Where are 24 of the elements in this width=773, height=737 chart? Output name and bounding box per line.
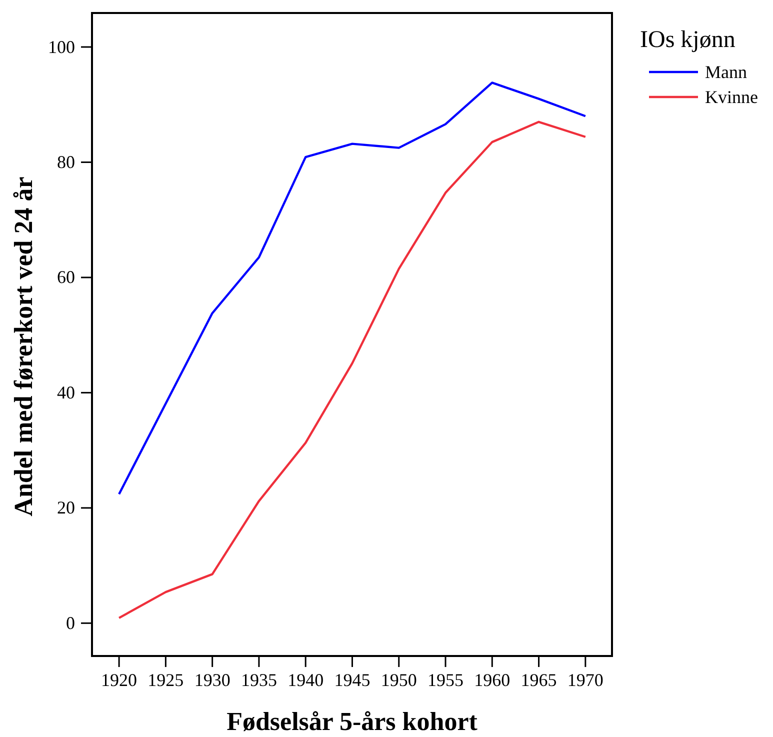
legend-label: Kvinne — [705, 87, 758, 107]
x-tick-label: 1930 — [194, 670, 230, 690]
y-tick-label: 0 — [66, 612, 75, 633]
x-tick-label: 1955 — [428, 670, 464, 690]
x-tick-label: 1920 — [101, 670, 138, 690]
x-tick-label: 1970 — [567, 670, 604, 690]
y-tick-label: 80 — [57, 152, 75, 172]
x-tick-label: 1940 — [288, 670, 324, 690]
y-tick-label: 100 — [48, 36, 75, 57]
x-tick-label: 1925 — [148, 670, 184, 690]
x-tick-label: 1950 — [380, 670, 417, 690]
x-tick-label: 1945 — [334, 670, 370, 690]
legend-title: IOs kjønn — [640, 27, 736, 53]
y-tick-label: 20 — [57, 498, 75, 518]
y-tick-label: 60 — [57, 267, 75, 288]
line-series — [118, 82, 587, 496]
x-tick-label: 1935 — [240, 670, 277, 690]
y-tick-label: 40 — [57, 382, 75, 402]
legend-label: Mann — [705, 62, 747, 82]
x-tick-label: 1960 — [474, 670, 510, 690]
x-axis-title: Fødselsår 5-års kohort — [226, 707, 478, 736]
line-series — [118, 120, 587, 620]
y-axis-title: Andel med førerkort ved 24 år — [9, 176, 38, 516]
x-tick-label: 1965 — [520, 670, 557, 690]
